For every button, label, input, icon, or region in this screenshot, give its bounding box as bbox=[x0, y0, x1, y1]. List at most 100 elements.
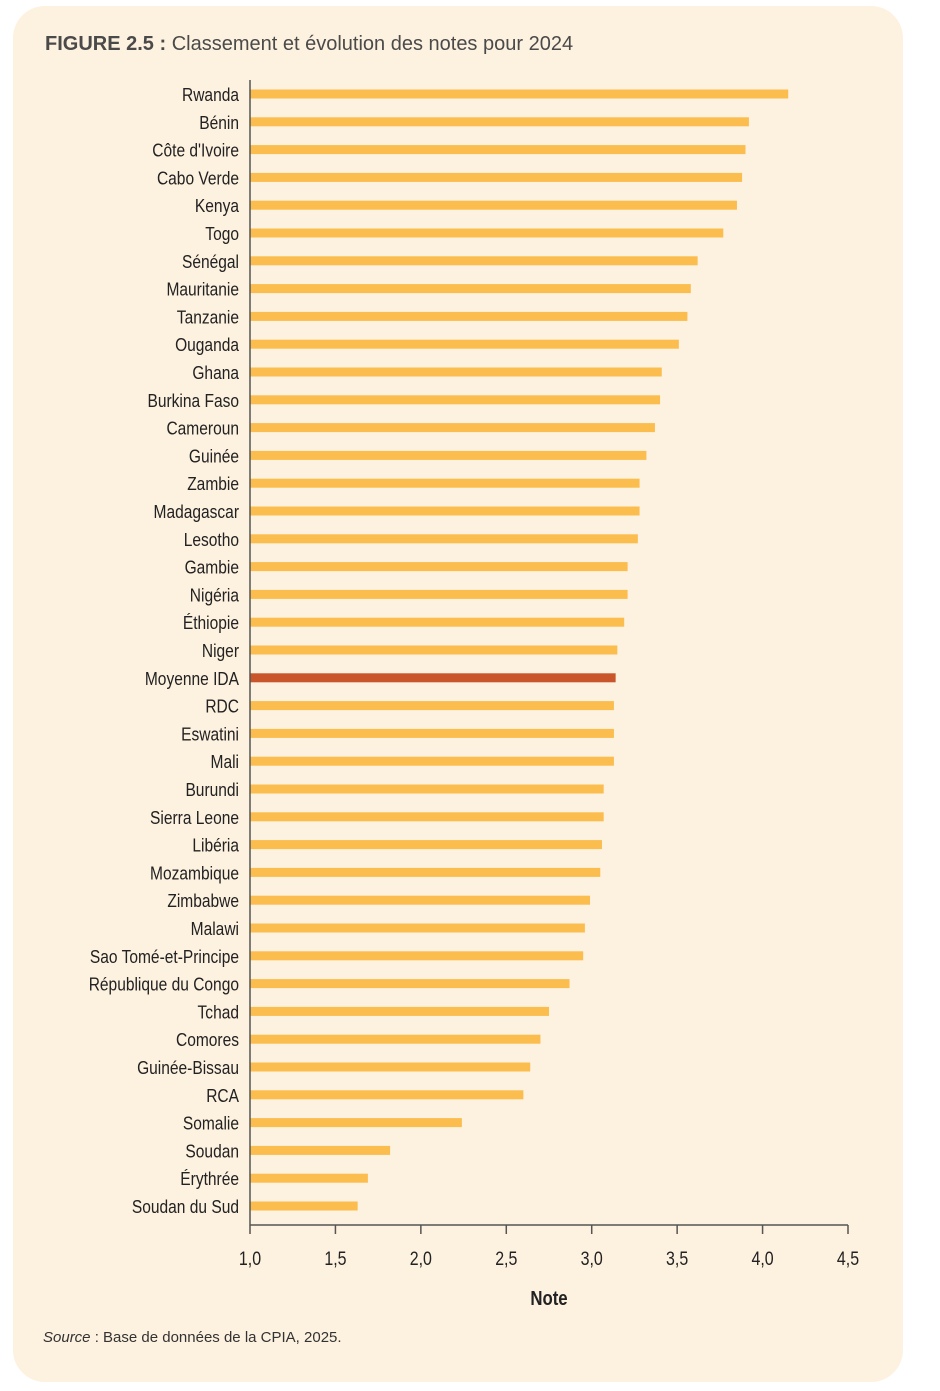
category-label-ethiopie: Éthiopie bbox=[183, 613, 239, 634]
category-label-comores: Comores bbox=[176, 1030, 239, 1051]
category-label-niger: Niger bbox=[202, 641, 239, 662]
figure-title: FIGURE 2.5 : Classement et évolution des… bbox=[45, 33, 573, 56]
category-label-sao-tome-et-principe: Sao Tomé-et-Principe bbox=[90, 947, 239, 968]
category-label-ghana: Ghana bbox=[192, 363, 239, 384]
bar-soudan-du-sud bbox=[250, 1201, 358, 1211]
bar-comores bbox=[250, 1034, 541, 1044]
bar-rca bbox=[250, 1090, 524, 1100]
category-label-soudan: Soudan bbox=[185, 1141, 239, 1162]
bar-madagascar bbox=[250, 506, 640, 516]
category-label-kenya: Kenya bbox=[195, 196, 240, 217]
bar-tchad bbox=[250, 1006, 549, 1016]
category-label-senegal: Sénégal bbox=[182, 252, 239, 273]
source-label: Source bbox=[43, 1329, 91, 1346]
bar-erythree bbox=[250, 1173, 368, 1183]
category-label-guinee: Guinée bbox=[189, 446, 239, 467]
bar-eswatini bbox=[250, 728, 614, 738]
category-label-lesotho: Lesotho bbox=[184, 530, 239, 551]
x-tick-label-0: 1,0 bbox=[239, 1248, 261, 1270]
bar-soudan bbox=[250, 1145, 391, 1155]
category-labels: Rwanda Bénin Côte d'Ivoire Cabo Verde Kenya T… bbox=[89, 85, 240, 1218]
figure-title-text: Classement et évolution des notes pour 2… bbox=[171, 33, 574, 55]
category-label-ouganda: Ouganda bbox=[175, 335, 239, 356]
x-tick-label-4: 3,0 bbox=[581, 1248, 603, 1270]
x-tick-label-5: 3,5 bbox=[666, 1248, 688, 1270]
bar-somalie bbox=[250, 1118, 462, 1128]
bar-rdc bbox=[250, 701, 614, 711]
category-label-togo: Togo bbox=[205, 224, 239, 245]
category-label-benin: Bénin bbox=[199, 113, 239, 134]
bar-senegal bbox=[250, 256, 698, 266]
bar-togo bbox=[250, 228, 724, 238]
category-label-cabo-verde: Cabo Verde bbox=[157, 168, 239, 189]
bar-zimbabwe bbox=[250, 895, 591, 905]
category-label-liberia: Libéria bbox=[192, 835, 239, 856]
bar-mozambique bbox=[250, 867, 601, 877]
bar-sierra-leone bbox=[250, 812, 604, 822]
bar-sao-tome-et-principe bbox=[250, 951, 584, 961]
category-label-erythree: Érythrée bbox=[180, 1169, 239, 1190]
category-label-gambie: Gambie bbox=[185, 557, 239, 578]
category-label-republique-du-congo: République du Congo bbox=[89, 974, 239, 995]
bar-liberia bbox=[250, 840, 602, 850]
bar-ouganda bbox=[250, 339, 679, 349]
bar-ghana bbox=[250, 367, 662, 377]
bar-nigeria bbox=[250, 589, 628, 599]
bar-gambie bbox=[250, 562, 628, 572]
category-label-cameroun: Cameroun bbox=[166, 418, 239, 439]
category-label-cote-d-ivoire: Côte d'Ivoire bbox=[152, 140, 239, 161]
bar-cote-d-ivoire bbox=[250, 145, 746, 155]
bars-layer bbox=[250, 89, 789, 1211]
category-label-mali: Mali bbox=[211, 752, 239, 773]
category-label-nigeria: Nigéria bbox=[190, 585, 240, 606]
category-label-burundi: Burundi bbox=[185, 780, 239, 801]
bar-malawi bbox=[250, 923, 585, 933]
bar-guinee-bissau bbox=[250, 1062, 531, 1072]
bar-kenya bbox=[250, 200, 737, 210]
bar-guinee bbox=[250, 450, 647, 460]
category-label-mauritanie: Mauritanie bbox=[166, 279, 239, 300]
bar-rwanda bbox=[250, 89, 789, 99]
category-label-eswatini: Eswatini bbox=[181, 724, 239, 745]
bar-cameroun bbox=[250, 423, 655, 433]
bar-benin bbox=[250, 117, 749, 127]
bar-republique-du-congo bbox=[250, 979, 570, 989]
x-axis-label: Note bbox=[530, 1287, 567, 1310]
bar-burkina-faso bbox=[250, 395, 661, 405]
source-note: Source : Base de données de la CPIA, 202… bbox=[43, 1329, 342, 1346]
category-label-madagascar: Madagascar bbox=[154, 502, 240, 523]
category-label-burkina-faso: Burkina Faso bbox=[147, 391, 239, 412]
bar-lesotho bbox=[250, 534, 638, 544]
bar-mali bbox=[250, 756, 614, 766]
bar-moyenne-ida bbox=[250, 673, 616, 683]
figure-label: FIGURE 2.5 : bbox=[45, 33, 167, 55]
category-label-sierra-leone: Sierra Leone bbox=[150, 808, 239, 829]
x-tick-label-1: 1,5 bbox=[324, 1248, 346, 1270]
bar-zambie bbox=[250, 478, 640, 488]
category-label-tanzanie: Tanzanie bbox=[177, 307, 239, 328]
category-label-guinee-bissau: Guinée-Bissau bbox=[137, 1058, 239, 1079]
category-label-tchad: Tchad bbox=[198, 1002, 239, 1023]
bar-mauritanie bbox=[250, 284, 691, 294]
x-tick-label-6: 4,0 bbox=[751, 1248, 773, 1270]
x-tick-label-2: 2,0 bbox=[410, 1248, 432, 1270]
category-label-somalie: Somalie bbox=[183, 1113, 239, 1134]
category-label-mozambique: Mozambique bbox=[150, 863, 239, 884]
source-text: : Base de données de la CPIA, 2025. bbox=[90, 1329, 342, 1346]
bar-cabo-verde bbox=[250, 172, 743, 182]
category-label-zimbabwe: Zimbabwe bbox=[167, 891, 239, 912]
bar-niger bbox=[250, 645, 618, 655]
category-label-moyenne-ida: Moyenne IDA bbox=[145, 669, 240, 690]
bar-burundi bbox=[250, 784, 604, 794]
category-label-malawi: Malawi bbox=[191, 919, 239, 940]
category-label-zambie: Zambie bbox=[187, 474, 239, 495]
x-axis: 1,0 1,5 2,0 2,5 3,0 3,5 4,0 4,5 bbox=[239, 80, 859, 1269]
bar-tanzanie bbox=[250, 311, 688, 321]
category-label-soudan-du-sud: Soudan du Sud bbox=[132, 1197, 239, 1218]
x-tick-label-3: 2,5 bbox=[495, 1248, 517, 1270]
category-label-rwanda: Rwanda bbox=[182, 85, 239, 106]
category-label-rca: RCA bbox=[206, 1086, 239, 1107]
x-tick-label-7: 4,5 bbox=[837, 1248, 859, 1270]
bar-ethiopie bbox=[250, 617, 625, 627]
